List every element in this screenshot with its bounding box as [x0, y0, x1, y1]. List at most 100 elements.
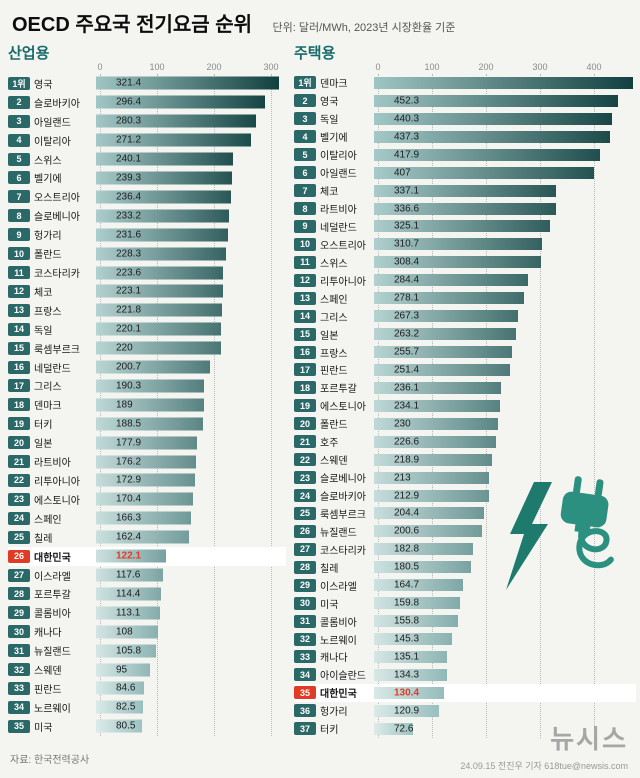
bar-cell: 134.3 — [374, 666, 636, 684]
bar-cell: 218.9 — [374, 451, 636, 469]
chart-row: 33 핀란드 84.6 — [8, 679, 286, 698]
value-bar — [374, 130, 611, 143]
chart-row: 4 이탈리아 271.2 — [8, 131, 286, 150]
rank-badge: 14 — [8, 322, 30, 336]
chart-row: 19 터키 188.5 — [8, 414, 286, 433]
value-bar — [374, 561, 472, 574]
charts-container: 산업용 0 100 200 300 1위 영국 321.4 2 슬로바키아 296.4… — [8, 42, 636, 738]
rank-badge: 11 — [294, 255, 316, 269]
industrial-chart-title: 산업용 — [8, 45, 50, 62]
bar-cell: 105.8 — [96, 641, 286, 660]
gridline — [271, 74, 272, 736]
chart-row: 15 일본 263.2 — [294, 325, 636, 343]
country-label: 아이슬란드 — [320, 671, 366, 683]
value-label: 223.6 — [116, 267, 142, 279]
chart-row: 12 리투아니아 284.4 — [294, 271, 636, 289]
country-label: 미국 — [34, 722, 53, 734]
rank-badge: 22 — [294, 453, 316, 467]
chart-row: 34 노르웨이 82.5 — [8, 698, 286, 717]
value-bar — [374, 166, 594, 179]
chart-row: 22 스웨덴 218.9 — [294, 451, 636, 469]
value-label: 130.4 — [394, 687, 420, 699]
chart-row: 36 헝가리 120.9 — [294, 702, 636, 720]
chart-row: 14 그리스 267.3 — [294, 307, 636, 325]
chart-row: 17 핀란드 251.4 — [294, 361, 636, 379]
country-label: 칠레 — [34, 533, 53, 545]
value-label: 95 — [116, 664, 128, 676]
value-label: 233.2 — [116, 210, 142, 222]
value-label: 114.4 — [116, 588, 141, 600]
header: OECD 주요국 전기요금 순위 단위: 달러/MWh, 2023년 시장환율 … — [12, 8, 632, 37]
value-label: 134.3 — [394, 669, 420, 681]
bar-cell: 231.6 — [96, 225, 286, 244]
value-label: 308.4 — [394, 256, 420, 268]
value-label: 440.3 — [394, 113, 420, 125]
value-bar — [374, 579, 463, 592]
country-label: 그리스 — [34, 382, 62, 394]
chart-row: 22 리투아니아 172.9 — [8, 471, 286, 490]
country-label: 캐나다 — [320, 653, 348, 665]
value-bar — [96, 171, 233, 185]
value-label: 284.4 — [394, 274, 420, 286]
rank-badge: 5 — [294, 148, 316, 162]
bar-cell: 114.4 — [96, 584, 286, 603]
bar-cell: 172.9 — [96, 471, 286, 490]
country-label: 리투아니아 — [34, 476, 80, 488]
chart-row: 5 스위스 240.1 — [8, 150, 286, 169]
chart-row: 2 슬로바키아 296.4 — [8, 93, 286, 112]
residential-chart-title: 주택용 — [294, 45, 336, 62]
chart-row: 14 독일 220.1 — [8, 320, 286, 339]
bar-cell: 190.3 — [96, 377, 286, 396]
value-label: 80.5 — [116, 720, 136, 732]
page-title: OECD 주요국 전기요금 순위 — [12, 14, 253, 36]
value-bar — [96, 644, 157, 658]
rank-badge: 6 — [8, 171, 30, 185]
value-label: 172.9 — [116, 474, 142, 486]
country-label: 네덜란드 — [320, 222, 357, 234]
value-label: 321.4 — [116, 77, 142, 89]
value-bar — [374, 399, 501, 412]
value-bar — [96, 625, 158, 639]
value-bar — [374, 381, 502, 394]
bar-cell: 251.4 — [374, 361, 636, 379]
country-label: 콜롬비아 — [34, 609, 71, 621]
rank-badge: 6 — [294, 166, 316, 180]
rank-badge: 33 — [294, 650, 316, 664]
value-label: 336.6 — [394, 203, 420, 215]
country-label: 에스토니아 — [34, 495, 80, 507]
value-label: 166.3 — [116, 512, 142, 524]
bar-cell: 166.3 — [96, 509, 286, 528]
chart-row: 31 콜롬비아 155.8 — [294, 612, 636, 630]
bar-cell: 296.4 — [96, 93, 286, 112]
rank-badge: 28 — [294, 560, 316, 574]
bar-cell: 230 — [374, 415, 636, 433]
source-note: 자료: 한국전력공사 — [10, 755, 90, 766]
rank-badge: 10 — [8, 247, 30, 261]
value-bar — [96, 530, 189, 544]
value-label: 221.8 — [116, 304, 142, 316]
country-label: 폴란드 — [34, 250, 62, 262]
chart-row: 18 포르투갈 236.1 — [294, 379, 636, 397]
axis-tick: 300 — [263, 62, 279, 72]
value-label: 230 — [394, 418, 411, 430]
country-label: 프랑스 — [34, 306, 62, 318]
country-label: 노르웨이 — [34, 703, 71, 715]
chart-row: 30 미국 159.8 — [294, 594, 636, 612]
industrial-rows: 1위 영국 321.4 2 슬로바키아 296.4 3 아일랜드 280.3 4… — [8, 74, 286, 736]
country-label: 이스라엘 — [34, 571, 71, 583]
chart-row: 1위 영국 321.4 — [8, 74, 286, 93]
bar-cell: 226.6 — [374, 433, 636, 451]
rank-badge: 21 — [8, 455, 30, 469]
bar-cell: 212.9 — [374, 487, 636, 505]
country-label: 에스토니아 — [320, 402, 366, 414]
bar-cell: 130.4 — [374, 684, 636, 702]
value-bar — [96, 284, 224, 298]
chart-row: 18 덴마크 189 — [8, 395, 286, 414]
value-label: 231.6 — [116, 229, 142, 241]
rank-badge: 8 — [8, 209, 30, 223]
bar-cell: 200.7 — [96, 358, 286, 377]
bar-cell: 189 — [96, 395, 286, 414]
rank-badge: 27 — [294, 542, 316, 556]
rank-badge: 14 — [294, 309, 316, 323]
rank-badge: 32 — [8, 663, 30, 677]
